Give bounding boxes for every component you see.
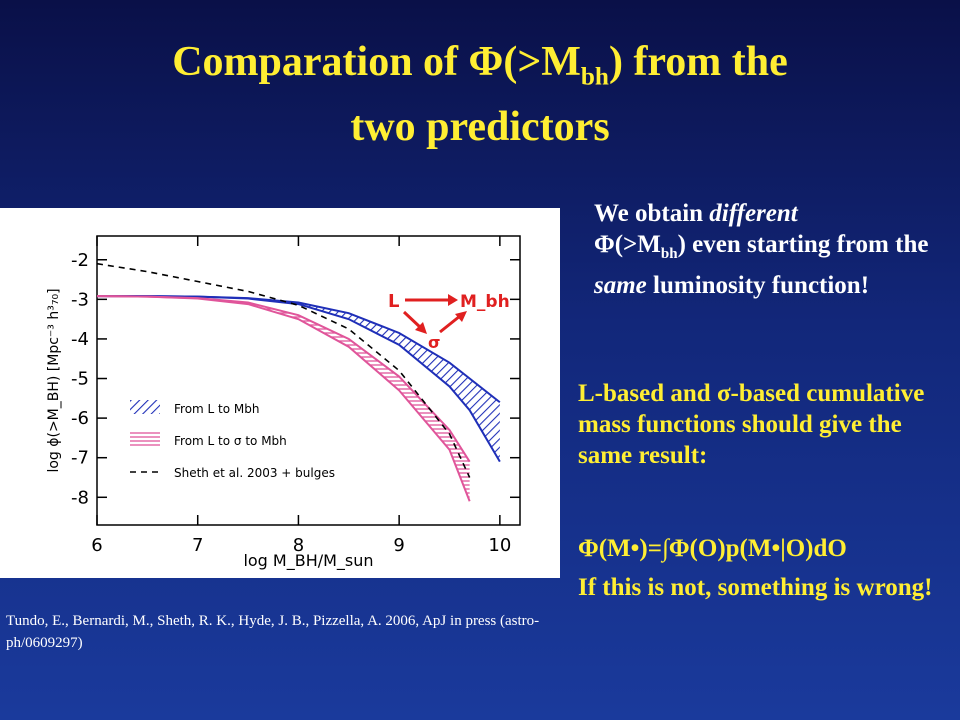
line [96,262,471,478]
chart: 6 7 8 9 10 -2 -3 -4 -5 -6 -7 -8 log M_BH/M_sun log ϕ(… [0,208,560,578]
legend-label: From L to Mbh [174,402,259,416]
x-tick-label: 9 [393,535,404,556]
conclusion: If this is not, something is wrong! [578,574,933,601]
arrow-head [455,311,467,322]
legend-label: Sheth et al. 2003 + bulges [174,466,335,480]
arrow-head [448,294,458,306]
text: We obtain [594,200,710,227]
plot-frame [96,235,521,526]
x-axis-label: log M_BH/M_sun [243,551,373,571]
y-axis-label: log ϕ(>M_BH) [Mpc⁻³ h³₇₀] [46,288,62,472]
title: Comparation of Φ(>Mbh) from the [0,38,960,91]
intro: We obtain different Φ(>Mbh) even starting… [594,198,944,301]
title-sub: bh [580,63,609,91]
text: Φ(>M [594,231,661,258]
title-text: ) from the [608,39,788,85]
formula: Φ(M•)=∫Φ(O)p(M•|O)dO [578,535,847,562]
legend-label: From L to σ to Mbh [174,434,287,448]
y-tick-label: -4 [71,329,89,350]
citation: Tundo, E., Bernardi, M., Sheth, R. K., H… [6,613,540,651]
arrow [402,310,423,330]
y-tick-label: -2 [71,250,89,271]
y-tick-label: -7 [71,448,89,469]
annotation: M_bh [460,292,510,312]
text: ) even starting from the [677,231,929,258]
title-text: Comparation of Φ(>M [172,39,581,85]
x-tick-label: 8 [293,535,304,556]
x-tick-label: 10 [488,535,511,556]
annotation: L [388,291,399,312]
title-line: two predictors [350,104,610,150]
y-tick-label: -3 [71,289,89,310]
legend-swatch [130,400,160,414]
text: bh [660,246,678,262]
y-tick-label: -6 [71,408,89,429]
band-edge [96,295,471,502]
legend-swatch [130,432,160,446]
text: luminosity function! [646,272,870,299]
band [97,296,500,462]
arrow-head [415,322,427,334]
x-tick-label: 6 [91,535,102,556]
y-tick-label: -5 [71,369,89,390]
annotation: σ [428,333,440,352]
text: different [709,200,798,227]
y-tick-label: -8 [71,487,89,508]
x-tick-label: 7 [192,535,203,556]
arrow [439,314,461,334]
text: same [594,272,647,299]
statement: L-based and σ-based cumulative mass func… [578,380,925,469]
